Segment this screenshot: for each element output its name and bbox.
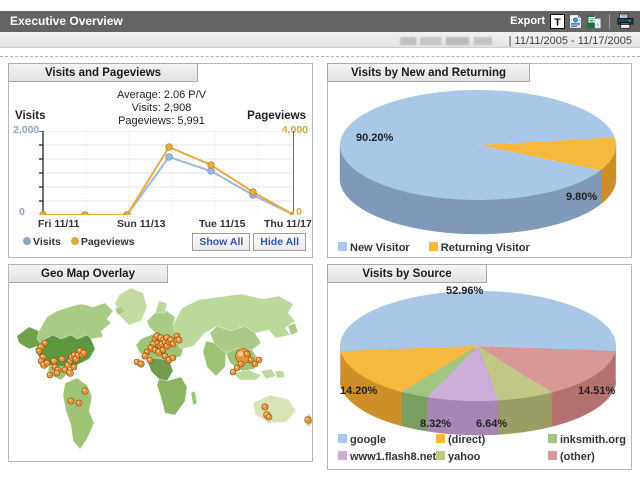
svg-text:X: X <box>590 18 593 23</box>
svg-text:a: a <box>597 22 599 26</box>
svg-text:T: T <box>554 17 561 28</box>
